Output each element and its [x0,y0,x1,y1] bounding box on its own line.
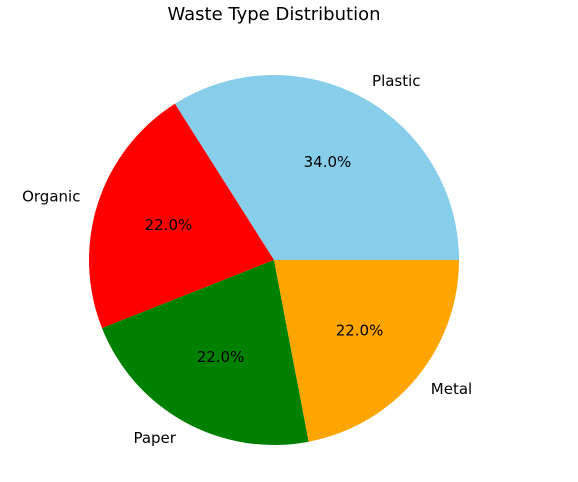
pie-label-paper: Paper [133,429,176,447]
pie-slice-organic [88,103,274,329]
pie-percent-metal: 22.0% [336,321,384,339]
pie-labels: Plastic 34.0% Organic 22.0% Paper 22.0% Metal 2… [22,72,472,447]
chart-title: Waste Type Distribution [168,4,381,25]
pie-label-plastic: Plastic [372,72,421,90]
pie-percent-plastic: 34.0% [304,153,352,171]
pie-percent-paper: 22.0% [197,348,245,366]
pie-slice-plastic [174,74,459,260]
pie-slice-paper [101,260,309,445]
pie-slices [88,74,460,445]
pie-percent-organic: 22.0% [145,216,193,234]
pie-slice-metal [274,260,460,442]
pie-label-organic: Organic [22,188,80,206]
pie-label-metal: Metal [431,380,472,398]
